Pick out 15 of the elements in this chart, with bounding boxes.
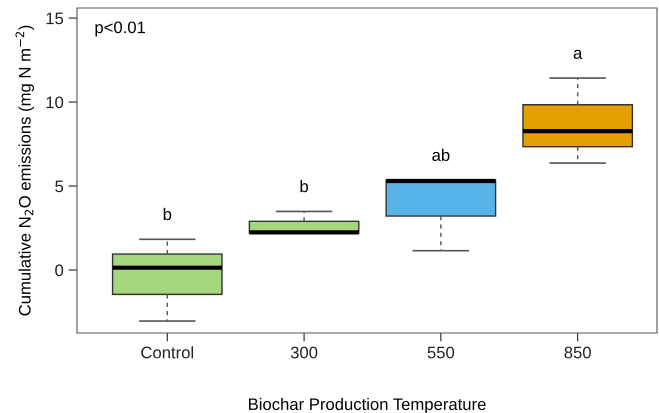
x-tick-label: Control bbox=[141, 346, 194, 358]
annotation: p<0.01 bbox=[95, 21, 146, 37]
x-tick-label: 550 bbox=[428, 346, 454, 358]
y-axis-title: Cumulative N$_{2}$O emissions (mg N m$^{−2}$) bbox=[15, 26, 34, 316]
x-tick-label: 300 bbox=[290, 346, 318, 358]
y-tick-label: 15 bbox=[46, 12, 64, 24]
annotation: a bbox=[574, 50, 582, 59]
y-tick-label: 0 bbox=[55, 264, 64, 276]
annotation: ab bbox=[432, 148, 450, 162]
x-axis-title: Biochar Production Temperature bbox=[249, 398, 486, 413]
y-tick-label: 10 bbox=[46, 96, 64, 108]
y-tick-label: 5 bbox=[55, 180, 64, 192]
x-tick-label: 850 bbox=[564, 346, 591, 358]
annotation: b bbox=[300, 180, 308, 192]
annotation: b bbox=[164, 208, 172, 220]
